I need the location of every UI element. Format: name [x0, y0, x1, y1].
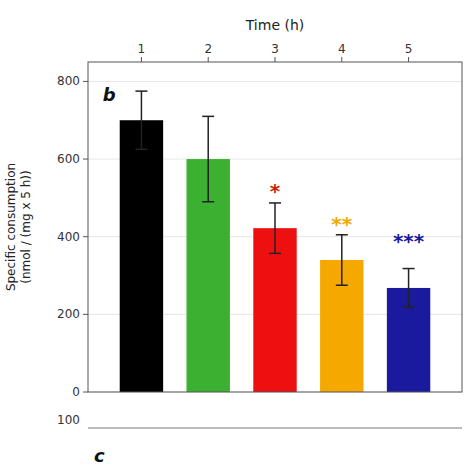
chart: 0 200 400 600 800 1 2 3 4 5 Time (h) Specific consu…	[0, 0, 474, 474]
error-bar	[336, 235, 348, 285]
error-cap	[202, 201, 214, 203]
grid-line	[88, 81, 462, 82]
bar	[253, 228, 296, 392]
y-tick	[83, 159, 88, 160]
y-tick-label: 400	[57, 230, 80, 244]
error-stem	[408, 269, 410, 308]
y-tick-label: 800	[57, 74, 80, 88]
strip-label: 100	[57, 413, 80, 427]
x-tick-label: 4	[338, 42, 346, 56]
significance-label: *	[270, 179, 281, 203]
y-tick	[83, 236, 88, 237]
error-stem	[341, 235, 343, 285]
x-tick	[341, 57, 342, 62]
x-tick	[408, 57, 409, 62]
error-cap	[135, 149, 147, 151]
panel-c-border	[88, 428, 462, 429]
error-stem	[207, 116, 209, 201]
annotations: ******b100c	[57, 84, 425, 466]
error-bar	[135, 91, 147, 149]
x-tick-label: 3	[271, 42, 279, 56]
x-tick	[275, 57, 276, 62]
panel-label: c	[94, 445, 105, 466]
error-stem	[141, 91, 143, 149]
error-cap	[202, 116, 214, 118]
y-tick-label: 600	[57, 152, 80, 166]
error-cap	[269, 253, 281, 255]
x-tick	[141, 57, 142, 62]
y-tick	[83, 81, 88, 82]
error-cap	[403, 268, 415, 270]
x-tick-label: 5	[405, 42, 413, 56]
y-axis-label-line: Specific consumption	[4, 163, 18, 291]
significance-label: ***	[393, 229, 425, 253]
error-cap	[135, 90, 147, 92]
x-axis-label: Time (h)	[245, 17, 305, 33]
plot-frame	[88, 62, 462, 392]
y-axis-label-line: (nmol / (mg x 5 h))	[19, 170, 33, 283]
error-bar	[403, 269, 415, 308]
error-bar	[269, 203, 281, 253]
bar	[120, 120, 163, 392]
axes: 0 200 400 600 800 1 2 3 4 5	[57, 42, 462, 399]
bars	[120, 91, 431, 392]
error-cap	[403, 307, 415, 309]
significance-label: **	[331, 212, 352, 236]
x-tick-label: 1	[138, 42, 146, 56]
error-cap	[336, 284, 348, 286]
error-stem	[274, 203, 276, 253]
y-tick-label: 0	[72, 385, 80, 399]
x-tick	[208, 57, 209, 62]
y-tick-label: 200	[57, 307, 80, 321]
x-tick-label: 2	[204, 42, 212, 56]
y-tick	[83, 392, 88, 393]
y-axis-label: Specific consumption(nmol / (mg x 5 h))	[4, 163, 33, 291]
y-tick	[83, 314, 88, 315]
error-bar	[202, 116, 214, 201]
panel-label: b	[103, 84, 116, 105]
